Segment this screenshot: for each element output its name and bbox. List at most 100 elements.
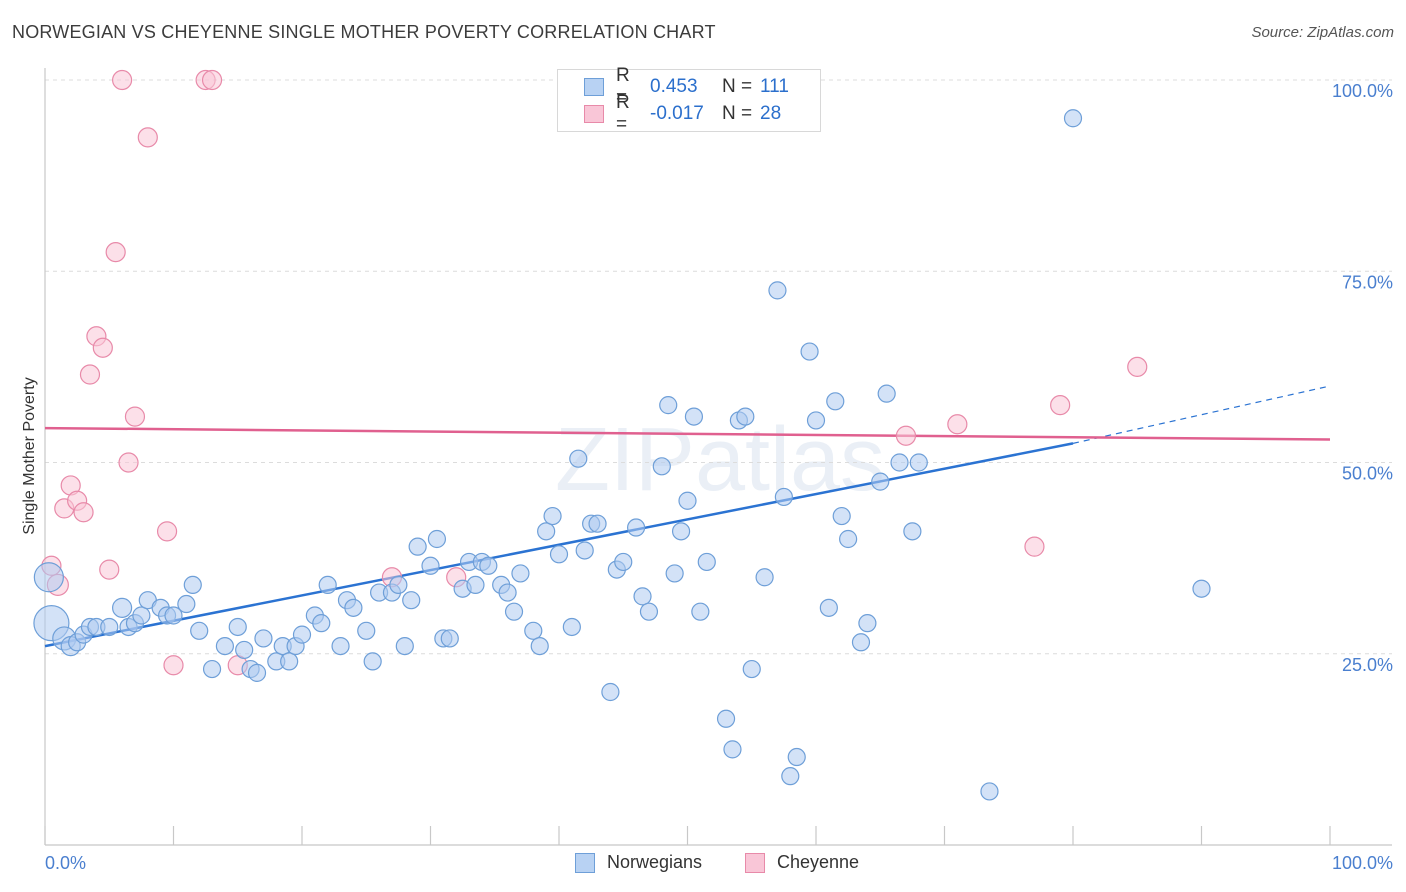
legend-swatch-norwegians [575,852,595,873]
point-norwegians [504,602,524,621]
trend-extension-norwegians [1072,385,1331,444]
point-norwegians [755,568,774,587]
point-norwegians [678,491,697,510]
legend-row-cheyenne: R = -0.017 N = 28 [584,92,782,135]
point-norwegians [839,529,858,549]
point-norwegians [421,556,440,575]
point-norwegians [1192,579,1211,598]
legend-item-cheyenne[interactable]: Cheyenne [745,852,859,873]
point-cheyenne [124,406,146,427]
point-norwegians [235,640,254,660]
point-norwegians [806,411,826,430]
point-norwegians [537,522,556,541]
point-norwegians [601,682,620,702]
n-label: N = [722,76,753,97]
point-norwegians [742,659,761,679]
point-norwegians [871,472,890,491]
data-points [33,69,1211,801]
point-norwegians [280,652,299,671]
point-norwegians [132,606,151,625]
point-norwegians [100,617,119,637]
point-cheyenne [163,655,184,676]
point-norwegians [549,545,569,564]
point-norwegians [800,342,819,361]
point-norwegians [466,575,485,595]
r-value: -0.017 [650,103,704,124]
chart-title: NORWEGIAN VS CHEYENNE SINGLE MOTHER POVE… [12,22,716,42]
axes [44,68,1392,846]
r-value: 0.453 [650,76,698,97]
point-norwegians [614,552,633,572]
point-norwegians [684,407,704,426]
point-cheyenne [1050,395,1071,416]
point-norwegians [671,522,691,541]
point-norwegians [524,621,543,640]
point-norwegians [903,522,922,541]
point-norwegians [723,740,742,759]
legend-swatch-cheyenne [745,852,765,873]
legend-row-norwegians: R = 0.453 N = 111 [584,65,789,108]
point-norwegians [1063,109,1083,128]
point-norwegians [190,621,209,640]
source-label: Source: ZipAtlas.com [1251,24,1394,41]
x-tick-label-min: 0.0% [45,853,86,873]
point-norwegians [402,591,421,610]
point-cheyenne [1024,536,1045,557]
legend-item-norwegians[interactable]: Norwegians [575,852,702,873]
point-cheyenne [118,452,139,473]
trend-lines [44,385,1331,648]
point-norwegians [633,587,652,606]
point-norwegians [215,636,234,656]
r-label: R = [616,65,630,108]
series-legend: Norwegians Cheyenne [0,852,1406,878]
legend-swatch-norwegians [584,78,604,96]
point-norwegians [691,602,710,621]
point-norwegians [33,562,64,593]
gridlines [45,79,1392,655]
point-cheyenne [895,425,917,446]
point-norwegians [716,709,736,728]
point-norwegians [826,392,845,411]
point-norwegians [665,564,684,583]
point-norwegians [736,407,755,426]
point-cheyenne [105,242,126,263]
n-value: 28 [760,103,782,124]
point-norwegians [877,384,896,403]
point-norwegians [575,541,594,560]
point-cheyenne [92,337,113,358]
point-norwegians [254,629,273,648]
point-norwegians [774,487,793,507]
point-cheyenne [111,69,133,91]
point-norwegians [357,621,376,640]
x-tick-label-max: 100.0% [1332,853,1393,873]
point-norwegians [292,625,312,644]
point-norwegians [344,598,363,617]
legend-swatch-cheyenne [584,105,604,123]
point-norwegians [164,606,183,625]
point-norwegians [980,782,999,801]
point-norwegians [318,575,337,595]
y-tick-label: 25.0% [1342,655,1393,675]
legend-label-norwegians: Norwegians [607,852,703,872]
point-norwegians [890,453,909,472]
y-tick-label: 100.0% [1332,81,1393,101]
n-value: 111 [760,76,789,97]
point-norwegians [228,617,247,637]
point-norwegians [408,537,427,556]
tick-labels: 25.0% 50.0% 75.0% 100.0% 0.0% 100.0% [45,81,1393,873]
point-cheyenne [1127,356,1148,377]
point-norwegians [781,767,800,786]
y-axis-label: Single Mother Poverty [21,377,38,535]
point-norwegians [498,583,517,602]
point-norwegians [395,636,414,656]
point-norwegians [588,514,607,533]
point-cheyenne [73,502,94,523]
point-norwegians [626,518,646,537]
point-norwegians [511,564,530,583]
point-cheyenne [99,559,120,580]
point-norwegians [530,636,549,656]
point-cheyenne [79,364,101,385]
point-norwegians [819,598,838,617]
point-norwegians [440,629,459,648]
